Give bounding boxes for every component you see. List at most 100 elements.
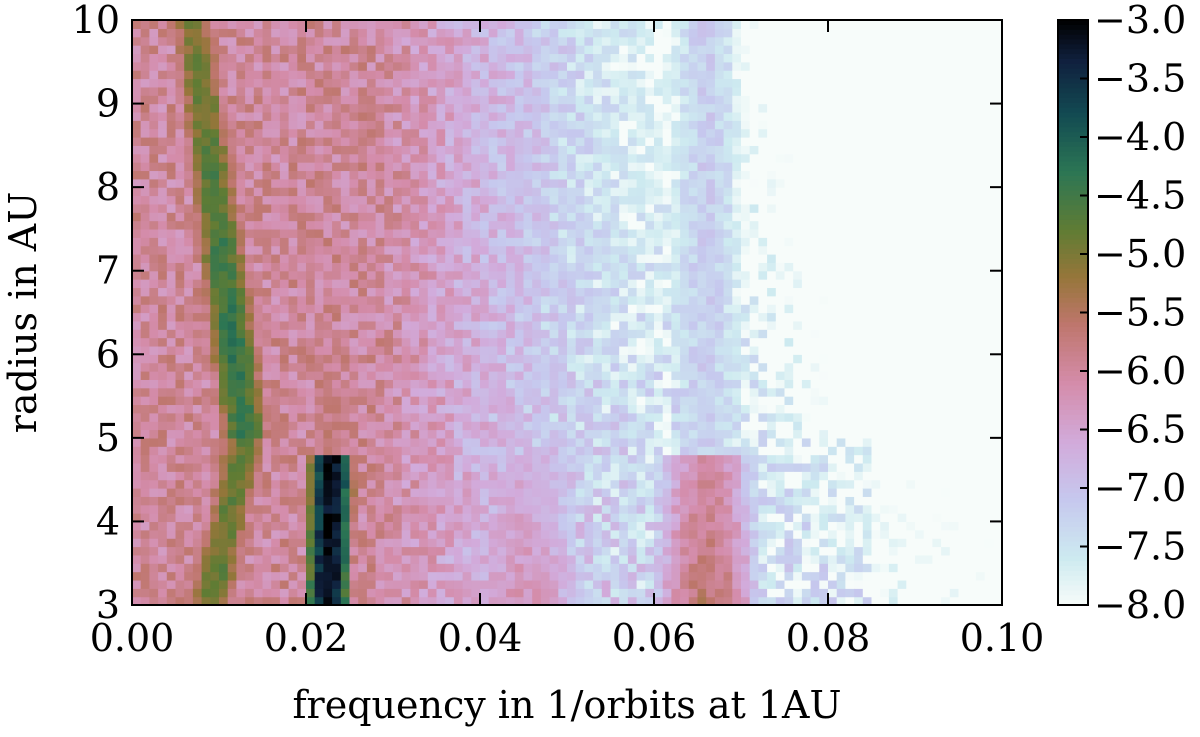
heatmap-cell (262, 254, 272, 263)
heatmap-cell (462, 588, 472, 598)
heatmap-cell (627, 471, 638, 481)
heatmap-cell (140, 571, 150, 581)
heatmap-cell (297, 279, 307, 289)
heatmap-cell (201, 61, 211, 71)
heatmap-cell (166, 488, 177, 497)
heatmap-cell (601, 538, 612, 548)
heatmap-cell (149, 70, 159, 80)
heatmap-cell (323, 45, 333, 55)
heatmap-cell (140, 412, 150, 422)
heatmap-cell (619, 496, 629, 506)
heatmap-cell (549, 212, 559, 222)
heatmap-cell (175, 379, 185, 389)
heatmap-cell (410, 429, 420, 439)
heatmap-cell (436, 546, 446, 556)
heatmap-cell (723, 513, 733, 523)
heatmap-cell (471, 228, 481, 238)
heatmap-cell (514, 529, 525, 539)
heatmap-cell (741, 387, 751, 397)
heatmap-cell (253, 61, 264, 71)
heatmap-cell (192, 212, 203, 222)
heatmap-cell (610, 412, 620, 422)
heatmap-cell (514, 128, 525, 138)
heatmap-cell (636, 329, 646, 339)
heatmap-cell (567, 78, 577, 88)
heatmap-cell (654, 554, 664, 564)
heatmap-cell (480, 128, 490, 138)
heatmap-cell (645, 337, 655, 347)
heatmap-cell (488, 212, 498, 222)
heatmap-cell (567, 187, 577, 197)
heatmap-cell (549, 454, 559, 464)
heatmap-cell (227, 237, 237, 247)
heatmap-cell (732, 45, 742, 55)
heatmap-cell (332, 379, 342, 389)
heatmap-cell (375, 546, 385, 556)
heatmap-cell (462, 596, 472, 606)
heatmap-cell (375, 529, 385, 539)
heatmap-cell (279, 337, 290, 347)
heatmap-cell (654, 270, 664, 280)
heatmap-cell (567, 529, 577, 539)
heatmap-cell (227, 337, 237, 347)
heatmap-cell (262, 454, 272, 464)
heatmap-cell (575, 437, 585, 447)
heatmap-cell (332, 513, 342, 523)
heatmap-cell (453, 228, 464, 238)
heatmap-cell (732, 111, 742, 121)
heatmap-cell (245, 312, 255, 322)
heatmap-cell (288, 262, 298, 272)
heatmap-cell (645, 312, 655, 322)
heatmap-cell (271, 153, 281, 163)
heatmap-cell (358, 295, 368, 305)
heatmap-cell (393, 337, 403, 347)
heatmap-cell (514, 563, 525, 573)
heatmap-cell (654, 320, 664, 330)
heatmap-cell (619, 479, 629, 489)
heatmap-cell (680, 128, 690, 138)
heatmap-cell (253, 404, 264, 414)
heatmap-cell (714, 588, 725, 598)
heatmap-cell (480, 145, 490, 155)
heatmap-cell (480, 304, 490, 314)
heatmap-cell (375, 379, 385, 389)
heatmap-cell (375, 45, 385, 55)
heatmap-cell (593, 36, 603, 46)
heatmap-cell (514, 245, 525, 255)
heatmap-cell (192, 538, 203, 548)
heatmap-cell (245, 521, 255, 531)
heatmap-cell (471, 529, 481, 539)
heatmap-cell (219, 554, 229, 564)
heatmap-cell (688, 128, 699, 138)
heatmap-cell (306, 295, 316, 305)
heatmap-cell (297, 86, 307, 96)
heatmap-cell (540, 412, 551, 422)
heatmap-cell (436, 86, 446, 96)
heatmap-cell (680, 379, 690, 389)
heatmap-cell (175, 162, 185, 172)
heatmap-cell (445, 36, 455, 46)
heatmap-cell (714, 571, 725, 581)
heatmap-cell (384, 254, 394, 263)
heatmap-cell (410, 195, 420, 205)
heatmap-cell (714, 70, 725, 80)
heatmap-cell (714, 379, 725, 389)
heatmap-cell (384, 421, 394, 431)
heatmap-cell (654, 254, 664, 263)
heatmap-cell (506, 304, 516, 314)
heatmap-cell (166, 128, 177, 138)
heatmap-cell (419, 86, 429, 96)
heatmap-cell (427, 254, 438, 263)
heatmap-cell (358, 195, 368, 205)
heatmap-cell (462, 563, 472, 573)
heatmap-cell (306, 396, 316, 406)
heatmap-cell (732, 345, 742, 355)
heatmap-cell (619, 145, 629, 155)
heatmap-cell (645, 262, 655, 272)
heatmap-cell (480, 320, 490, 330)
heatmap-cell (688, 270, 699, 280)
heatmap-cell (271, 45, 281, 55)
heatmap-cell (723, 479, 733, 489)
heatmap-cell (192, 412, 203, 422)
heatmap-cell (288, 538, 298, 548)
